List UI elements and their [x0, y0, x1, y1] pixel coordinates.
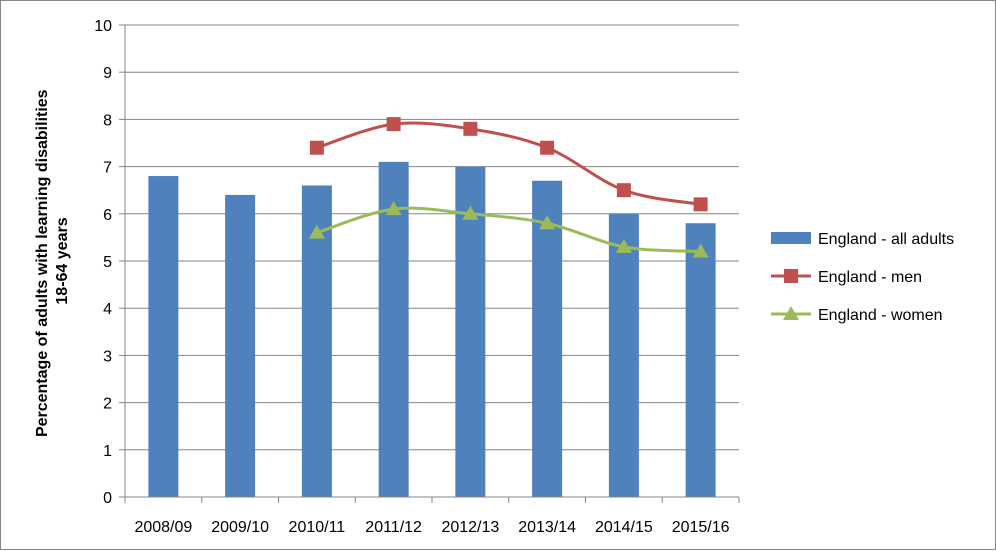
point-women [539, 215, 556, 230]
x-tick-label: 2008/09 [134, 519, 192, 536]
x-tick-labels: 2008/09 2009/10 2010/11 2011/12 2012/13 2013/… [134, 519, 729, 536]
bar [455, 166, 486, 497]
legend-marker-women [783, 306, 799, 320]
y-axis-label: Percentage of adults with learning disab… [34, 85, 71, 437]
point-men [386, 117, 401, 132]
line-series [308, 117, 709, 258]
point-women [692, 243, 709, 258]
legend-label: England - men [818, 269, 922, 286]
y-tick-label: 4 [103, 301, 112, 318]
line-women [316, 206, 701, 254]
x-tick-label: 2014/15 [595, 519, 653, 536]
legend: England - all adults England - men England… [771, 231, 954, 324]
bar [225, 194, 256, 498]
bar [148, 176, 179, 498]
y-tick-label: 6 [103, 207, 112, 224]
line-men [316, 121, 701, 206]
y-tick-label: 3 [103, 348, 112, 365]
y-tick-label: 9 [103, 65, 112, 82]
point-women [462, 205, 479, 220]
gridlines [125, 24, 739, 451]
point-men [693, 197, 708, 212]
x-tick-label: 2009/10 [211, 519, 269, 536]
point-women [385, 201, 402, 216]
point-men [463, 121, 478, 136]
bar [685, 223, 716, 498]
x-tick-label: 2015/16 [672, 519, 730, 536]
point-men [540, 140, 555, 155]
point-men [309, 140, 324, 155]
bar-series [148, 161, 716, 498]
y-tick-label: 1 [103, 443, 112, 460]
y-tick-label: 0 [103, 490, 112, 507]
legend-label: England - women [818, 307, 943, 324]
legend-label: England - all adults [818, 231, 954, 248]
axes [119, 24, 740, 503]
y-tick-label: 2 [103, 396, 112, 413]
point-men [616, 183, 631, 198]
bar [608, 213, 639, 498]
bar [532, 180, 563, 497]
x-tick-label: 2011/12 [365, 519, 422, 536]
y-axis-label-line2: 18-64 years [54, 217, 71, 304]
point-women [308, 224, 325, 239]
y-tick-label: 10 [94, 18, 112, 35]
y-tick-label: 8 [103, 112, 112, 129]
legend-swatch-bar [771, 232, 811, 244]
y-axis-label-line1: Percentage of adults with learning disab… [34, 89, 51, 437]
y-tick-labels: 0 1 2 3 4 5 6 7 8 9 10 [94, 18, 112, 507]
x-tick-label: 2010/11 [289, 519, 346, 536]
y-tick-label: 5 [103, 254, 112, 271]
legend-marker-men [784, 269, 798, 283]
point-women [615, 238, 632, 253]
x-tick-label: 2012/13 [441, 519, 499, 536]
y-tick-label: 7 [103, 160, 112, 177]
x-tick-label: 2013/14 [518, 519, 576, 536]
bar [378, 161, 409, 497]
